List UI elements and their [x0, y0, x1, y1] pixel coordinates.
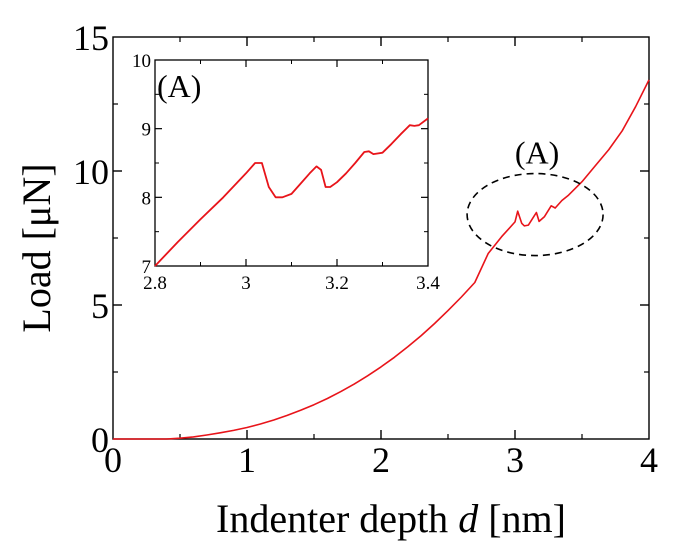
x-axis-label-part: [nm]: [478, 496, 566, 541]
y-tick-label: 10: [73, 152, 109, 192]
inset-y-tick-label: 9: [142, 120, 152, 141]
inset-title: (A): [157, 68, 201, 104]
x-tick-label: 0: [104, 440, 122, 480]
x-tick-label: 3: [506, 440, 524, 480]
x-axis-label-part: Indenter depth: [216, 496, 458, 541]
x-axis-label: Indenter depth d [nm]: [216, 496, 566, 541]
inset-x-tick-label: 3.2: [325, 273, 349, 294]
inset-x-tick-label: 3: [241, 273, 251, 294]
y-tick-label: 0: [91, 420, 109, 460]
inset-x-tick-label: 2.8: [143, 273, 167, 294]
annotation-ellipse: [466, 172, 604, 257]
x-tick-label: 4: [640, 440, 658, 480]
annotation-label: (A): [515, 135, 559, 171]
inset-y-tick-label: 8: [142, 188, 152, 209]
y-tick-label: 15: [73, 18, 109, 58]
y-axis-label: Load [μN]: [14, 163, 59, 332]
inset-plot-frame: [154, 59, 429, 267]
inset-x-tick-label: 3.4: [416, 273, 440, 294]
x-axis-label-symbol: d: [458, 496, 479, 541]
y-tick-label: 5: [91, 286, 109, 326]
inset-y-tick-label: 10: [132, 51, 151, 72]
load-depth-curve: [113, 79, 650, 440]
x-tick-label: 2: [372, 440, 390, 480]
inset-zoom-curve: [154, 117, 429, 267]
x-tick-label: 1: [238, 440, 256, 480]
inset-y-tick-label: 7: [142, 257, 152, 278]
